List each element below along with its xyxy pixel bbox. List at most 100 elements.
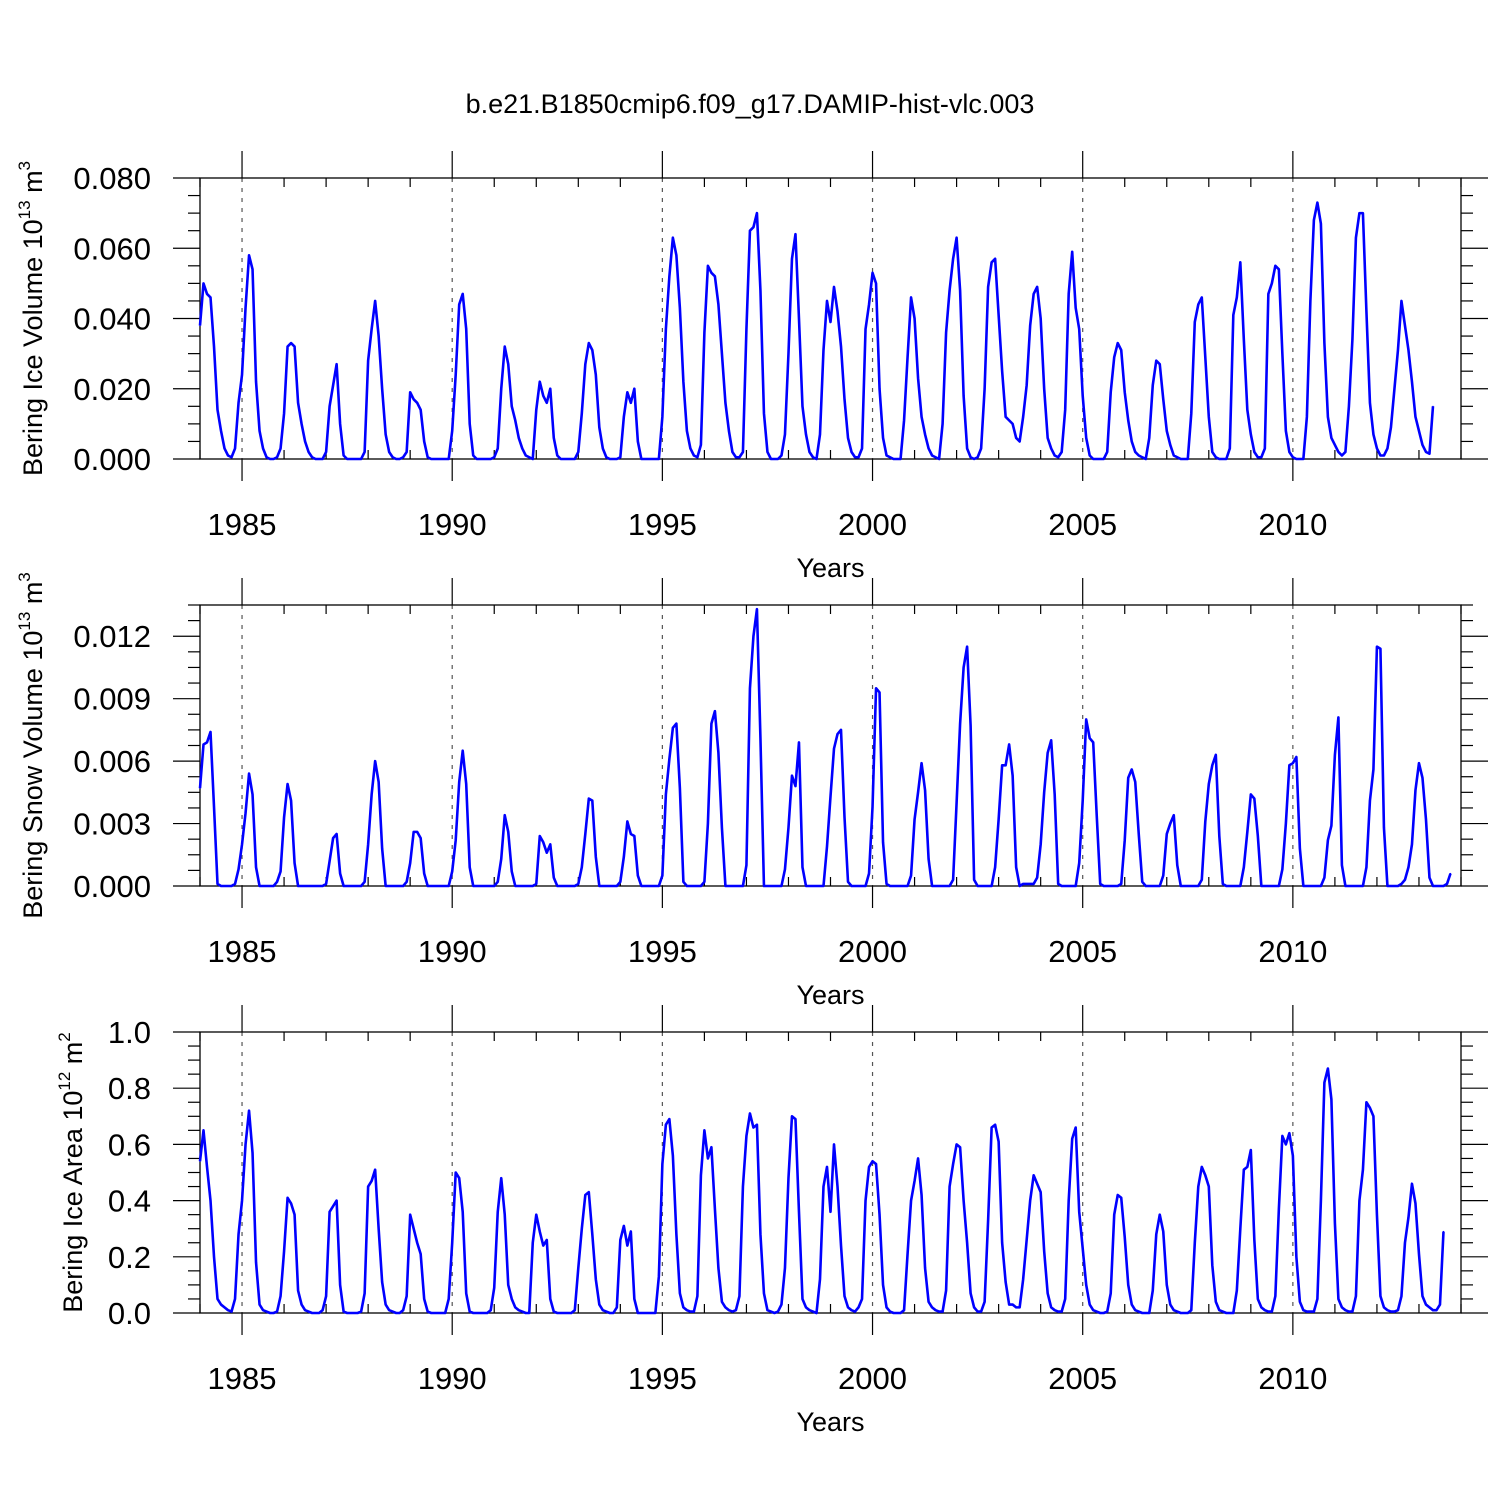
data-point xyxy=(553,437,555,439)
data-point xyxy=(773,885,776,887)
data-point xyxy=(966,1242,968,1244)
y-tick-label: 0.012 xyxy=(73,619,151,654)
data-point xyxy=(1400,1295,1403,1297)
data-point xyxy=(798,317,800,320)
x-axis-label: Years xyxy=(796,1407,864,1437)
data-point xyxy=(588,342,590,344)
data-point xyxy=(241,1200,243,1202)
data-point xyxy=(668,1118,670,1120)
data-point xyxy=(560,1312,562,1314)
series-line-1 xyxy=(198,607,1452,888)
data-point xyxy=(1337,1298,1339,1300)
y-tick-label: 0.040 xyxy=(73,302,151,337)
data-point xyxy=(1152,885,1154,887)
data-point xyxy=(956,237,958,239)
data-point xyxy=(350,458,352,460)
data-point xyxy=(525,1312,527,1314)
data-point xyxy=(1015,437,1017,439)
y-tick-label: 0.000 xyxy=(73,442,151,477)
data-point xyxy=(1414,789,1417,791)
data-point xyxy=(805,1306,807,1308)
data-point xyxy=(1190,412,1192,414)
data-point xyxy=(574,1309,576,1311)
data-point xyxy=(1232,314,1234,316)
data-point xyxy=(654,885,656,887)
data-point xyxy=(577,1267,579,1269)
data-point xyxy=(1316,1298,1318,1300)
data-point xyxy=(216,1298,219,1300)
data-point xyxy=(581,412,583,414)
data-point xyxy=(434,885,436,887)
data-point xyxy=(486,1312,488,1314)
data-point xyxy=(542,395,544,397)
data-point xyxy=(1369,800,1371,802)
data-point xyxy=(272,458,275,460)
data-point xyxy=(441,1312,443,1314)
data-point xyxy=(1099,1312,1101,1314)
data-point xyxy=(906,885,909,887)
data-point xyxy=(409,862,411,864)
data-point xyxy=(749,1112,751,1115)
data-point xyxy=(525,454,527,457)
data-point xyxy=(416,831,418,833)
data-point xyxy=(311,1312,313,1314)
data-point xyxy=(556,885,558,887)
data-point xyxy=(878,691,881,694)
data-point xyxy=(420,837,422,839)
data-point xyxy=(941,423,944,425)
data-point xyxy=(665,1124,667,1126)
data-point xyxy=(689,1311,691,1313)
data-point xyxy=(970,1292,972,1294)
data-point xyxy=(1089,1303,1091,1306)
data-point xyxy=(1253,451,1255,453)
data-point xyxy=(346,885,348,887)
data-point xyxy=(1106,885,1108,887)
y-tick-label: 0.4 xyxy=(108,1184,151,1219)
data-point xyxy=(945,885,947,887)
data-point xyxy=(686,430,688,432)
data-point xyxy=(787,1177,790,1179)
data-point xyxy=(1404,1242,1406,1244)
data-point xyxy=(1327,1067,1329,1070)
data-point xyxy=(237,1233,240,1235)
data-point xyxy=(272,1312,275,1314)
data-point xyxy=(444,458,446,460)
data-point xyxy=(1316,201,1318,204)
data-point xyxy=(1428,1306,1431,1308)
data-point xyxy=(388,451,390,453)
data-point xyxy=(917,1157,919,1160)
data-point xyxy=(984,388,986,390)
data-point xyxy=(1211,451,1213,453)
data-point xyxy=(451,430,453,432)
data-point xyxy=(868,1166,870,1168)
data-point xyxy=(532,885,534,887)
data-point xyxy=(998,314,1000,316)
data-point xyxy=(248,1110,250,1112)
data-point xyxy=(647,1312,649,1314)
data-point xyxy=(483,458,485,460)
data-point xyxy=(948,885,951,887)
data-point xyxy=(661,874,663,877)
plot-frame xyxy=(199,1031,1462,1314)
data-point xyxy=(759,737,762,739)
data-point xyxy=(339,872,341,875)
data-point xyxy=(805,433,807,436)
data-point xyxy=(721,827,723,829)
data-point xyxy=(570,1312,572,1314)
data-point xyxy=(1208,1185,1210,1188)
data-point xyxy=(451,870,453,873)
data-point xyxy=(1323,877,1325,879)
data-point xyxy=(542,1244,544,1247)
data-point xyxy=(1106,451,1108,453)
data-point xyxy=(693,1311,695,1313)
data-point xyxy=(283,816,285,818)
data-point xyxy=(567,1312,569,1314)
data-point xyxy=(521,885,523,887)
data-point xyxy=(1306,885,1308,887)
data-point xyxy=(794,1118,797,1120)
data-point xyxy=(1008,743,1010,746)
data-point xyxy=(1243,866,1245,868)
data-point xyxy=(770,885,772,887)
data-point xyxy=(868,303,870,306)
data-point xyxy=(1134,451,1136,453)
